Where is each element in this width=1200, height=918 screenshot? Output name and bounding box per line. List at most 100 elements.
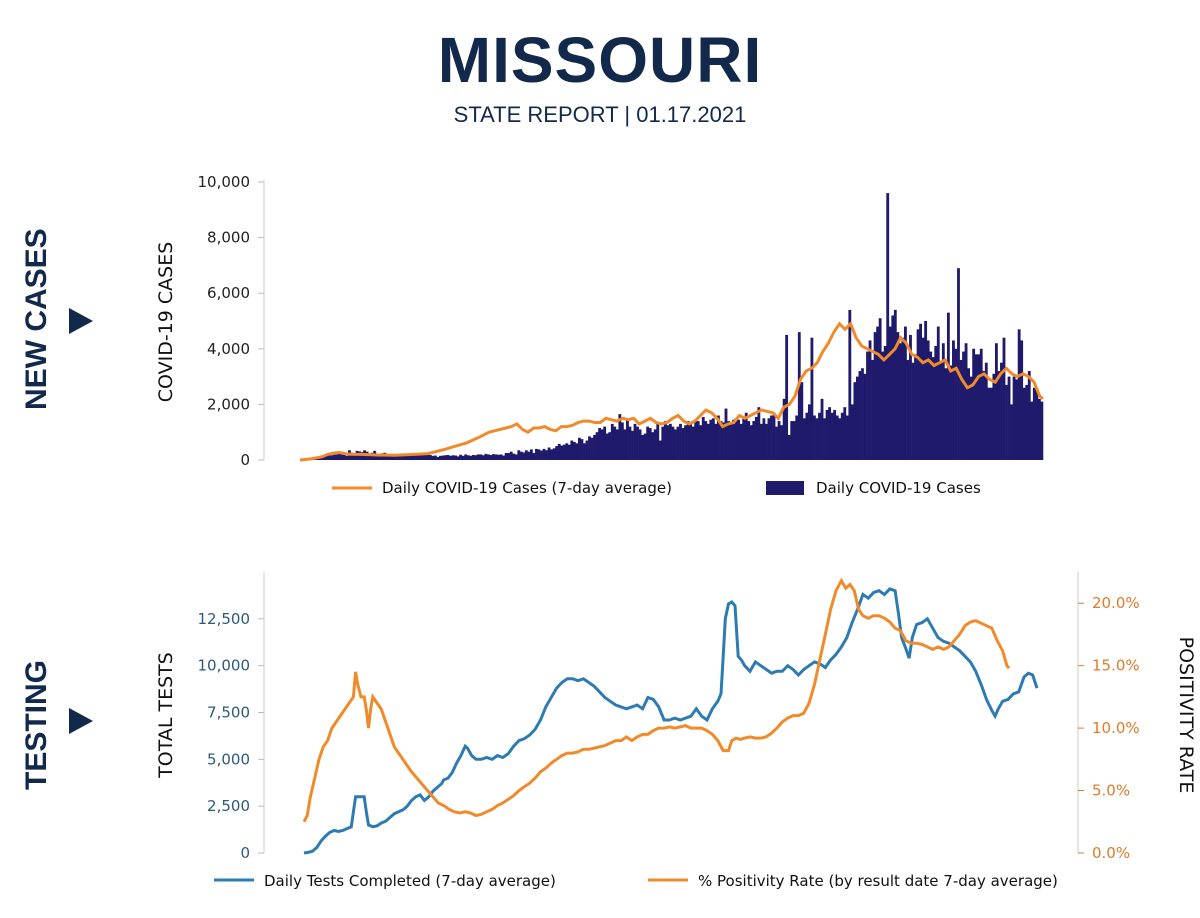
case-bar xyxy=(820,398,824,460)
case-bar xyxy=(868,340,872,460)
case-bar xyxy=(883,346,887,460)
case-bar xyxy=(994,343,998,460)
case-bar xyxy=(499,454,503,460)
case-bar xyxy=(626,418,629,460)
left-tick-label: 2,500 xyxy=(207,797,250,815)
case-bar xyxy=(866,351,869,460)
y-tick-label: 8,000 xyxy=(207,229,250,247)
case-bar xyxy=(600,429,604,460)
new-cases-chart: 0 2,000 4,000 6,000 8,000 10,000 COVID-19 CAS… xyxy=(155,173,1044,497)
case-bar xyxy=(489,455,493,460)
case-bar xyxy=(790,421,794,460)
case-bar xyxy=(946,312,950,460)
case-bar xyxy=(681,428,685,460)
case-bar xyxy=(888,326,892,460)
case-bar xyxy=(992,373,996,460)
case-bar xyxy=(474,455,478,460)
case-bar xyxy=(727,421,730,460)
case-bar xyxy=(345,455,349,460)
case-bar xyxy=(322,456,326,460)
case-bar xyxy=(696,421,700,460)
case-bar xyxy=(648,428,652,460)
case-bar xyxy=(671,426,675,460)
case-bar xyxy=(843,407,847,460)
play-triangle-icon xyxy=(69,308,93,334)
case-bar xyxy=(608,432,612,460)
right-y-axis-ticks: 0.0% 5.0% 10.0% 15.0% 20.0% xyxy=(1078,594,1140,862)
seven-day-average-line xyxy=(299,321,1044,462)
case-bar xyxy=(1005,384,1008,460)
case-bar xyxy=(878,318,882,460)
case-bar xyxy=(444,455,447,460)
right-tick-label: 20.0% xyxy=(1092,594,1140,612)
case-bar xyxy=(577,437,581,460)
case-bar xyxy=(441,455,445,460)
case-bar xyxy=(390,453,394,460)
case-bar xyxy=(1027,371,1031,460)
case-bar xyxy=(984,362,988,460)
case-bar xyxy=(557,443,561,460)
case-bar xyxy=(967,368,971,460)
case-bar xyxy=(954,348,958,460)
case-bar xyxy=(421,454,425,460)
case-bar xyxy=(893,309,897,460)
case-bar xyxy=(320,456,324,460)
case-bar xyxy=(418,454,422,460)
case-bar xyxy=(815,418,819,460)
y-tick-label: 10,000 xyxy=(198,173,251,191)
case-bar xyxy=(759,423,763,460)
case-bar xyxy=(461,455,465,460)
case-bar xyxy=(972,348,976,460)
case-bar xyxy=(529,449,533,460)
right-y-axis-title: POSITIVITY RATE xyxy=(1175,637,1197,794)
case-bar xyxy=(845,415,849,460)
case-bar xyxy=(628,426,632,460)
case-bar xyxy=(497,454,500,460)
case-bar xyxy=(749,425,753,460)
case-bar xyxy=(823,418,826,460)
case-bar xyxy=(618,414,622,460)
case-bar xyxy=(689,423,693,460)
legend: Daily COVID-19 Cases (7-day average) Dai… xyxy=(332,479,981,497)
case-bar xyxy=(666,425,670,460)
play-triangle-icon xyxy=(69,708,93,734)
case-bar xyxy=(595,432,599,460)
legend-label-average: Daily COVID-19 Cases (7-day average) xyxy=(382,479,672,497)
case-bar xyxy=(828,407,832,460)
case-bar xyxy=(752,421,756,460)
case-bar xyxy=(949,365,953,460)
case-bar xyxy=(871,359,874,460)
case-bar xyxy=(701,416,705,460)
case-bar xyxy=(555,446,559,460)
case-bar xyxy=(787,434,791,460)
case-bar xyxy=(588,436,591,460)
case-bar xyxy=(401,454,404,460)
case-bar xyxy=(1012,376,1016,460)
case-bar xyxy=(464,454,468,460)
case-bar xyxy=(484,453,488,460)
case-bar xyxy=(747,421,751,460)
case-bar xyxy=(782,398,786,460)
case-bar xyxy=(509,451,513,460)
section-testing: TESTING xyxy=(20,660,93,790)
case-bar xyxy=(512,453,516,460)
case-bar xyxy=(620,422,624,460)
case-bar xyxy=(646,426,650,460)
case-bar xyxy=(479,454,483,460)
case-bar xyxy=(886,193,890,460)
tests-completed-line xyxy=(303,587,1039,855)
case-bar xyxy=(706,423,710,460)
case-bar xyxy=(792,421,796,460)
case-bar xyxy=(585,440,589,460)
case-bar xyxy=(770,415,773,460)
case-bar xyxy=(767,418,771,460)
case-bar xyxy=(797,332,801,460)
case-bar xyxy=(850,404,854,460)
case-bar xyxy=(1010,404,1013,460)
case-bar xyxy=(962,351,965,460)
case-bar xyxy=(881,351,885,460)
left-tick-label: 7,500 xyxy=(207,704,250,722)
case-bar xyxy=(724,408,728,460)
case-bar xyxy=(719,421,723,460)
case-bar xyxy=(375,453,379,460)
